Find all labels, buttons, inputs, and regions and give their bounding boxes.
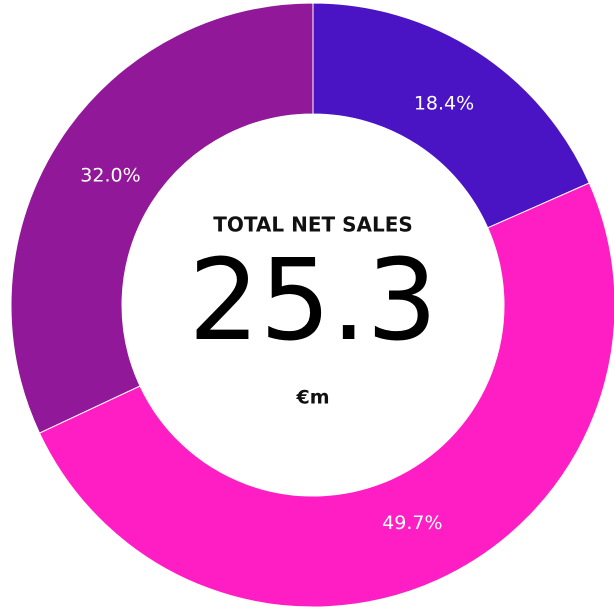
slice	[38, 182, 614, 608]
center-value: 25.3	[188, 236, 437, 366]
slice-label: 32.0%	[80, 165, 140, 187]
slice	[312, 2, 590, 229]
slice	[10, 2, 314, 434]
slice-label: 49.7%	[382, 512, 442, 534]
center-unit: €m	[295, 387, 329, 409]
slices	[10, 2, 614, 608]
slice-label: 18.4%	[414, 92, 474, 114]
center-title: TOTAL NET SALES	[213, 213, 413, 237]
